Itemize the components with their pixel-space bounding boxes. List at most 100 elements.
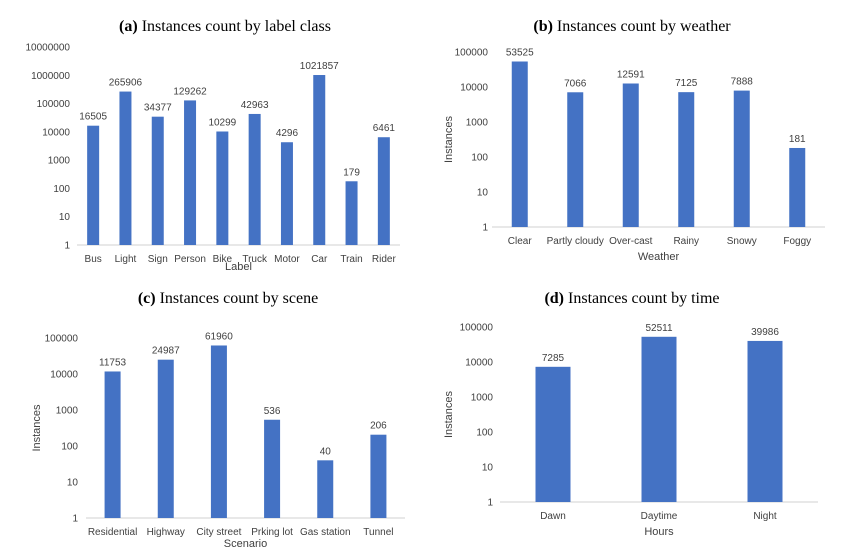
bar <box>87 125 100 245</box>
data-label: 6461 <box>373 123 396 134</box>
y-tick-label: 100 <box>471 153 488 164</box>
category-label: Over-cast <box>609 236 653 247</box>
category-label: Bus <box>85 254 102 265</box>
category-label: Light <box>115 254 137 265</box>
chart-title-text: Instances count by weather <box>557 18 731 35</box>
bar <box>280 142 293 245</box>
bar <box>248 113 261 245</box>
y-tick-label: 100 <box>476 428 493 439</box>
chart-title: (b) Instances count by weather <box>533 18 731 35</box>
y-tick-label: 10 <box>59 212 71 223</box>
chart-title: (d) Instances count by time <box>544 290 719 307</box>
y-tick-label: 10 <box>482 463 494 474</box>
y-tick-label: 1000 <box>56 406 79 417</box>
bar <box>119 91 132 245</box>
y-axis-label: Instances <box>31 404 43 452</box>
data-label: 40 <box>320 446 332 457</box>
chart-panel-label: (d) <box>544 290 568 307</box>
category-label: Clear <box>508 236 533 247</box>
bar <box>535 366 571 502</box>
category-label: Daytime <box>641 511 678 522</box>
y-tick-label: 100000 <box>460 323 494 334</box>
y-tick-label: 1 <box>487 498 493 509</box>
category-label: Bike <box>213 254 233 265</box>
y-tick-label: 1 <box>72 514 78 525</box>
data-label: 179 <box>343 167 360 178</box>
y-tick-label: 100000 <box>45 334 79 345</box>
data-label: 16505 <box>79 112 107 123</box>
data-label: 4296 <box>276 128 299 139</box>
data-label: 39986 <box>751 327 779 338</box>
chart-title: (c) Instances count by scene <box>138 290 318 307</box>
y-tick-label: 10000 <box>460 83 488 94</box>
data-label: 52511 <box>645 323 673 334</box>
y-axis-label: Instances <box>443 115 455 163</box>
bar <box>317 460 334 518</box>
chart-panel-3: (c) Instances count by scene 1 10 100 1000 10… <box>31 290 405 550</box>
chart-panel-4: (d) Instances count by time 1 10 100 1000 100… <box>443 290 818 538</box>
chart-panel-label: (b) <box>533 18 557 35</box>
y-tick-label: 1 <box>64 241 70 252</box>
chart-title-text: Instances count by time <box>568 290 720 307</box>
data-label: 181 <box>789 134 806 145</box>
y-tick-label: 1000 <box>466 118 489 129</box>
y-tick-label: 10000 <box>42 127 70 138</box>
chart-title: (a) Instances count by label class <box>119 18 331 35</box>
chart-title-text: Instances count by label class <box>142 18 331 35</box>
x-axis-label: Weather <box>638 251 680 263</box>
category-label: Dawn <box>540 511 566 522</box>
data-label: 7125 <box>675 78 698 89</box>
category-label: Gas station <box>300 527 351 538</box>
chart-title-text: Instances count by scene <box>160 290 319 307</box>
x-axis-label: Hours <box>644 526 674 538</box>
y-tick-label: 100000 <box>37 99 71 110</box>
bar <box>370 434 387 518</box>
y-tick-label: 1000 <box>48 156 71 167</box>
bar <box>641 336 677 502</box>
bar <box>184 100 197 245</box>
category-label: Prking lot <box>251 527 293 538</box>
bar <box>151 116 164 246</box>
y-tick-label: 10 <box>477 188 489 199</box>
category-label: Residential <box>88 527 137 538</box>
data-label: 10299 <box>208 117 236 128</box>
bar <box>747 340 783 502</box>
data-label: 34377 <box>144 103 172 114</box>
bar <box>377 137 390 245</box>
category-label: City street <box>196 527 241 538</box>
bar <box>210 345 227 518</box>
data-label: 12591 <box>617 69 645 80</box>
bar <box>678 92 695 227</box>
x-axis-label: Label <box>225 261 252 273</box>
bar <box>789 147 806 227</box>
bar <box>733 90 750 227</box>
y-tick-label: 1000000 <box>31 71 70 82</box>
bar <box>345 181 358 245</box>
bar <box>264 419 281 518</box>
category-label: Tunnel <box>363 527 393 538</box>
data-label: 53525 <box>506 48 534 59</box>
category-label: Partly cloudy <box>547 236 604 247</box>
y-tick-label: 10000 <box>50 370 78 381</box>
bar <box>511 61 528 227</box>
bar <box>157 359 174 518</box>
data-label: 7285 <box>542 353 565 364</box>
bar <box>313 75 326 245</box>
y-tick-label: 100000 <box>455 48 489 59</box>
x-axis-label: Scenario <box>224 538 267 550</box>
bar <box>104 371 121 518</box>
category-label: Train <box>340 254 362 265</box>
data-label: 7066 <box>564 78 587 89</box>
data-label: 206 <box>370 421 387 432</box>
category-label: Snowy <box>727 236 757 247</box>
category-label: Person <box>174 254 206 265</box>
data-label: 11753 <box>99 357 127 368</box>
data-label: 536 <box>264 406 281 417</box>
chart-panel-label: (c) <box>138 290 160 307</box>
category-label: Foggy <box>783 236 811 247</box>
data-label: 61960 <box>205 331 233 342</box>
data-label: 1021857 <box>300 61 339 72</box>
category-label: Sign <box>148 254 168 265</box>
data-label: 265906 <box>109 78 143 89</box>
